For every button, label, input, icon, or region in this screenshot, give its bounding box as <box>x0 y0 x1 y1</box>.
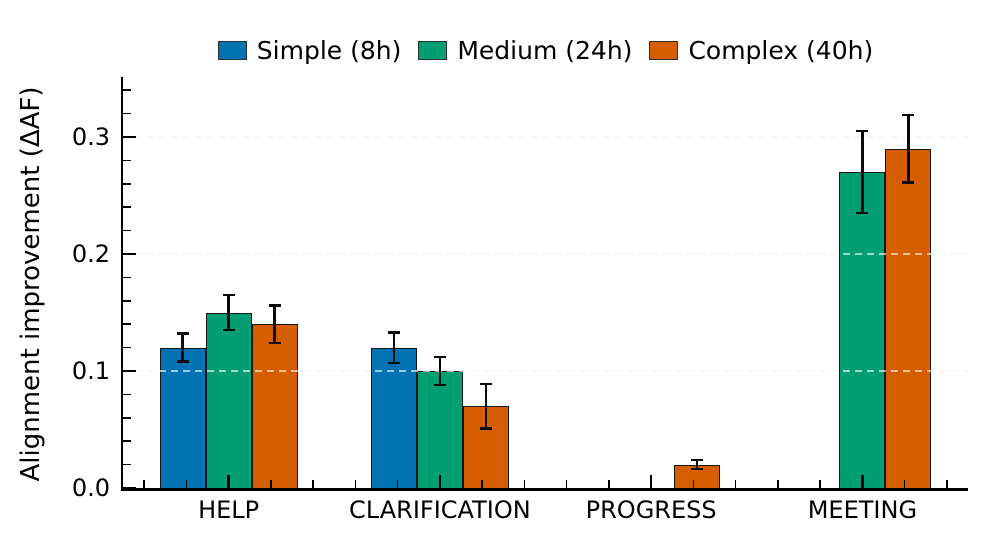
x-minor-tick <box>946 480 948 488</box>
y-minor-tick <box>123 417 131 419</box>
y-minor-tick <box>123 300 131 302</box>
error-bar-line <box>484 383 488 429</box>
error-bar-cap-top <box>176 332 189 335</box>
bar-medium-help <box>205 312 252 489</box>
x-minor-tick <box>354 480 357 488</box>
error-bar-cap-top <box>387 331 400 334</box>
y-minor-tick <box>123 393 131 396</box>
x-tick-label-progress: PROGRESS <box>585 496 717 524</box>
error-bar-cap-bottom <box>856 211 869 215</box>
error-bar-cap-bottom <box>268 341 281 345</box>
error-bar-cap-bottom <box>222 328 235 332</box>
x-tick-label-meeting: MEETING <box>807 496 918 524</box>
y-minor-tick <box>123 183 131 185</box>
error-bar-line <box>861 131 864 214</box>
gridline-overlay <box>123 253 968 255</box>
x-minor-tick <box>185 480 188 488</box>
y-major-tick <box>123 369 136 373</box>
error-bar-cap-top <box>902 113 915 116</box>
y-major-tick <box>123 486 136 490</box>
y-tick-label: 0.0 <box>71 474 110 502</box>
x-minor-tick <box>903 480 906 488</box>
bar-simple-clarification <box>370 347 417 489</box>
y-minor-tick <box>123 206 131 208</box>
error-bar-cap-bottom <box>176 360 189 363</box>
x-minor-tick <box>692 480 695 488</box>
y-minor-tick <box>123 463 131 466</box>
y-minor-tick <box>123 159 131 162</box>
error-bar-line <box>907 114 910 183</box>
x-minor-tick <box>396 480 399 488</box>
error-bar-line <box>438 356 442 386</box>
y-minor-tick <box>123 276 131 279</box>
y-tick-label: 0.3 <box>71 123 110 151</box>
error-bar-cap-bottom <box>479 427 492 430</box>
gridline-overlay <box>123 136 968 138</box>
x-minor-tick <box>565 480 568 488</box>
legend-label: Simple (8h) <box>256 35 402 65</box>
x-minor-tick <box>734 480 737 488</box>
x-minor-tick <box>481 480 483 488</box>
legend-label: Medium (24h) <box>457 35 633 65</box>
error-bar-line <box>392 332 396 363</box>
x-major-tick <box>861 475 864 488</box>
x-axis-spine <box>120 488 968 491</box>
error-bar-cap-bottom <box>433 383 446 387</box>
error-bar-cap-top <box>222 293 235 297</box>
x-minor-tick <box>777 480 779 488</box>
error-bar-cap-bottom <box>691 468 704 471</box>
y-axis-spine <box>120 77 123 491</box>
x-major-tick <box>227 475 230 488</box>
error-bar-cap-top <box>268 304 281 307</box>
error-bar-cap-bottom <box>387 361 400 364</box>
x-minor-tick <box>312 480 314 488</box>
y-minor-tick <box>123 323 131 325</box>
y-minor-tick <box>123 346 131 349</box>
error-bar-line <box>273 305 276 343</box>
bar-complex-help <box>251 324 298 489</box>
error-bar-line <box>695 459 699 470</box>
x-tick-label-help: HELP <box>198 496 260 524</box>
legend-label: Complex (40h) <box>688 35 874 65</box>
y-minor-tick <box>123 112 131 115</box>
y-major-tick <box>123 252 136 256</box>
y-minor-tick <box>123 229 131 232</box>
x-minor-tick <box>143 480 145 488</box>
y-tick-label: 0.1 <box>71 357 110 385</box>
error-bar-line <box>181 333 184 362</box>
error-bar-cap-top <box>691 458 704 462</box>
error-bar-cap-top <box>479 382 492 386</box>
x-minor-tick <box>270 480 272 488</box>
bar-medium-clarification <box>416 371 463 489</box>
x-minor-tick <box>523 480 526 488</box>
x-minor-tick <box>819 480 821 488</box>
y-minor-tick <box>123 89 131 91</box>
error-bar-cap-top <box>856 129 869 133</box>
error-bar-cap-bottom <box>902 181 915 184</box>
legend-item-medium: Medium (24h) <box>418 38 632 63</box>
legend-swatch-icon <box>418 40 448 60</box>
y-major-tick <box>123 135 136 139</box>
legend-item-complex: Complex (40h) <box>649 38 873 63</box>
y-minor-tick <box>123 440 131 442</box>
chart-legend: Simple (8h) Medium (24h) Complex (40h) <box>123 33 968 67</box>
bar-medium-meeting <box>839 172 886 489</box>
x-major-tick <box>649 475 653 488</box>
legend-item-simple: Simple (8h) <box>217 35 402 65</box>
legend-swatch-icon <box>649 40 679 60</box>
y-tick-label: 0.2 <box>71 240 110 268</box>
bar-complex-meeting <box>885 148 932 489</box>
x-major-tick <box>438 475 442 488</box>
gridline-overlay <box>123 370 968 372</box>
legend-swatch-icon <box>217 40 247 60</box>
bar-simple-help <box>159 347 206 489</box>
x-minor-tick <box>608 480 610 488</box>
error-bar-line <box>227 294 230 331</box>
error-bar-cap-top <box>433 355 446 359</box>
x-tick-label-clarification: CLARIFICATION <box>349 496 531 524</box>
